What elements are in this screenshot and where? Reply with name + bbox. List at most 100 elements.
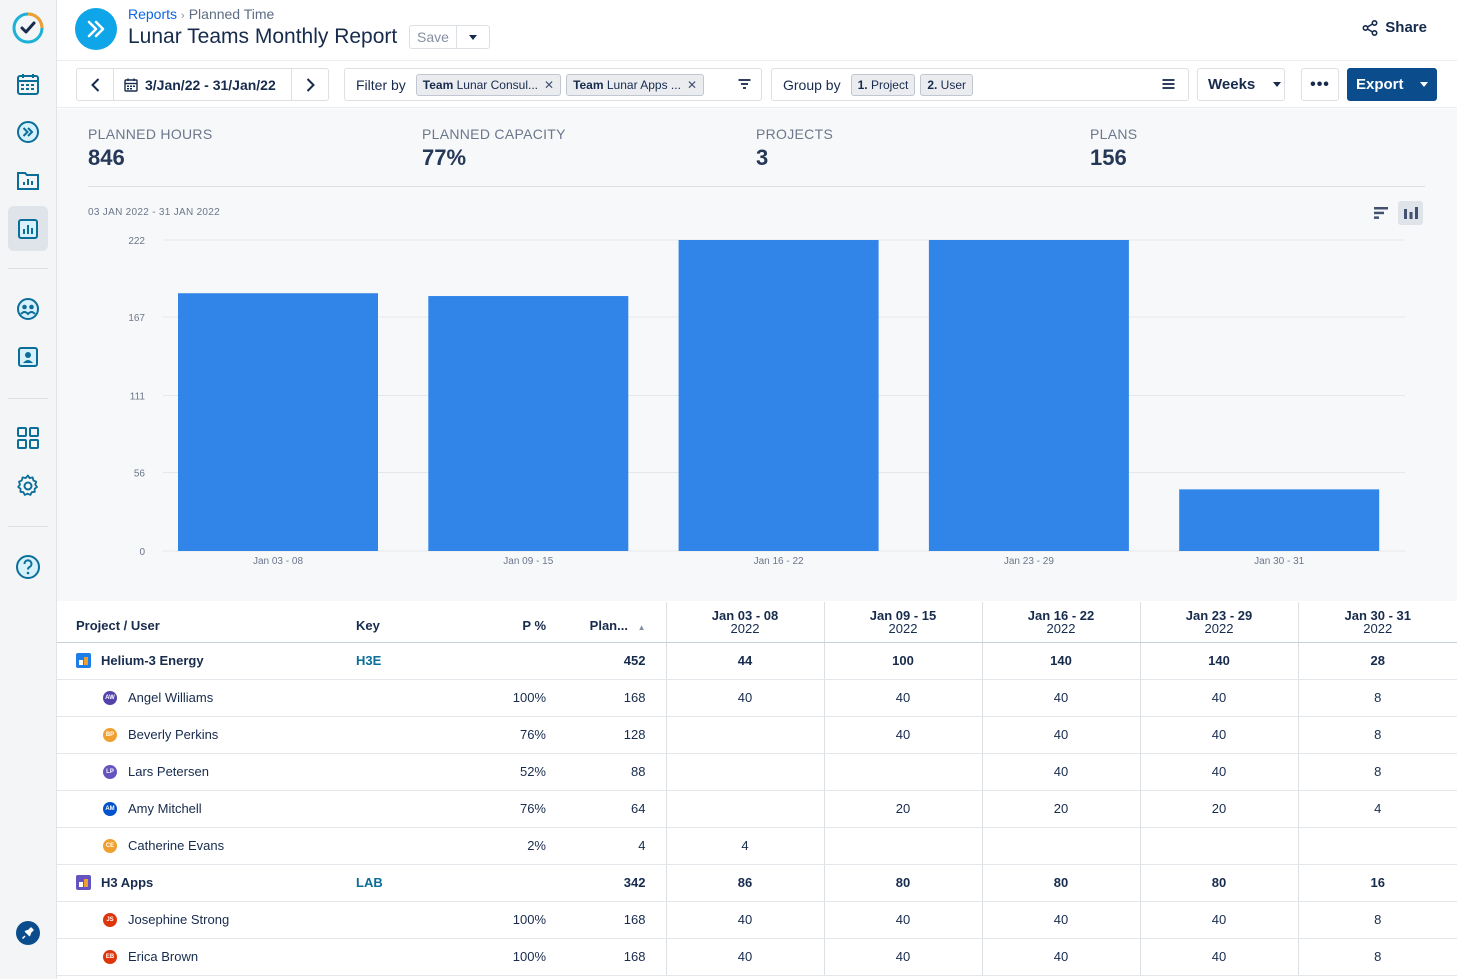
project-name[interactable]: H3 Apps <box>101 875 154 890</box>
project-folder-icon[interactable] <box>8 160 48 200</box>
previous-period-button[interactable] <box>77 69 114 100</box>
user-name[interactable]: Catherine Evans <box>128 838 225 853</box>
project-key[interactable]: H3E <box>356 653 382 668</box>
app-logo-icon[interactable] <box>8 8 48 48</box>
week-cell[interactable] <box>665 753 824 791</box>
interval-select[interactable]: Weeks <box>1197 68 1285 101</box>
sort-icon[interactable]: ▲ <box>637 622 646 632</box>
week-cell[interactable]: 4 <box>1297 790 1457 828</box>
week-cell[interactable]: 40 <box>1139 679 1298 717</box>
week-cell[interactable]: 40 <box>981 938 1140 976</box>
week-cell[interactable]: 20 <box>823 790 982 828</box>
week-cell[interactable]: 16 <box>1297 864 1457 902</box>
week-cell[interactable]: 100 <box>823 642 982 680</box>
week-cell[interactable]: 8 <box>1297 753 1457 791</box>
user-profile-icon[interactable] <box>8 337 48 377</box>
week-cell[interactable]: 44 <box>665 642 824 680</box>
week-cell[interactable]: 8 <box>1297 679 1457 717</box>
header-percent[interactable]: P % <box>476 602 546 643</box>
project-key[interactable]: LAB <box>356 875 383 890</box>
week-cell[interactable]: 80 <box>1139 864 1298 902</box>
reports-icon[interactable] <box>8 206 48 251</box>
user-row[interactable]: LP Lars Petersen 52% 88 40 40 8 <box>57 753 1457 791</box>
week-cell[interactable]: 40 <box>981 679 1140 717</box>
filter-funnel-icon[interactable] <box>738 76 751 94</box>
week-cell[interactable]: 20 <box>1139 790 1298 828</box>
week-cell[interactable] <box>823 827 982 865</box>
teams-icon[interactable] <box>8 289 48 329</box>
week-cell[interactable]: 40 <box>1139 753 1298 791</box>
remove-filter-icon[interactable]: ✕ <box>544 77 555 92</box>
week-cell[interactable]: 20 <box>981 790 1140 828</box>
week-cell[interactable]: 40 <box>823 938 982 976</box>
help-icon[interactable] <box>8 547 48 587</box>
week-cell[interactable]: 140 <box>1139 642 1298 680</box>
date-range-button[interactable]: 3/Jan/22 - 31/Jan/22 <box>114 77 291 93</box>
week-cell[interactable]: 40 <box>1139 901 1298 939</box>
remove-filter-icon[interactable]: ✕ <box>686 77 697 92</box>
week-cell[interactable]: 40 <box>665 679 824 717</box>
week-cell[interactable]: 40 <box>665 901 824 939</box>
week-cell[interactable]: 40 <box>823 679 982 717</box>
vertical-bars-toggle-icon[interactable] <box>1398 201 1423 225</box>
week-cell[interactable]: 86 <box>665 864 824 902</box>
week-cell[interactable]: 8 <box>1297 716 1457 754</box>
user-name[interactable]: Erica Brown <box>128 949 199 964</box>
bar-1[interactable] <box>178 293 378 551</box>
next-period-button[interactable] <box>291 69 328 100</box>
bar-3[interactable] <box>678 240 879 551</box>
week-cell[interactable] <box>665 716 824 754</box>
user-row[interactable]: CE Catherine Evans 2% 4 4 <box>57 827 1457 865</box>
bar-4[interactable] <box>928 240 1129 551</box>
week-cell[interactable] <box>1139 827 1298 865</box>
week-cell[interactable] <box>981 827 1140 865</box>
user-row[interactable]: BP Beverly Perkins 76% 128 40 40 40 8 <box>57 716 1457 754</box>
week-cell[interactable]: 80 <box>981 864 1140 902</box>
export-button[interactable]: Export <box>1347 68 1437 101</box>
week-cell[interactable] <box>823 753 982 791</box>
share-button[interactable]: Share <box>1362 19 1427 36</box>
week-cell[interactable]: 28 <box>1297 642 1457 680</box>
user-row[interactable]: JS Josephine Strong 100% 168 40 40 40 40 8 <box>57 901 1457 939</box>
week-cell[interactable]: 8 <box>1297 901 1457 939</box>
user-row[interactable]: AM Amy Mitchell 76% 64 20 20 20 4 <box>57 790 1457 828</box>
group-chip-user[interactable]: 2. User <box>920 73 974 96</box>
week-cell[interactable]: 8 <box>1297 938 1457 976</box>
save-dropdown-button[interactable] <box>457 26 489 48</box>
week-cell[interactable]: 40 <box>665 938 824 976</box>
forward-circle-icon[interactable] <box>8 112 48 152</box>
apps-grid-icon[interactable] <box>8 418 48 458</box>
week-cell[interactable] <box>1297 827 1457 865</box>
user-name[interactable]: Josephine Strong <box>128 912 230 927</box>
user-row[interactable]: EB Erica Brown 100% 168 40 40 40 40 8 <box>57 938 1457 976</box>
week-cell[interactable]: 40 <box>1139 938 1298 976</box>
week-cell[interactable]: 140 <box>981 642 1140 680</box>
week-cell[interactable]: 40 <box>981 716 1140 754</box>
save-button[interactable]: Save <box>410 26 457 48</box>
user-name[interactable]: Amy Mitchell <box>128 801 202 816</box>
more-options-button[interactable]: ••• <box>1301 68 1339 101</box>
user-name[interactable]: Beverly Perkins <box>128 727 219 742</box>
group-chip-project[interactable]: 1. Project <box>850 73 916 96</box>
filter-chip-team-apps[interactable]: Team Lunar Apps ... ✕ <box>566 73 704 96</box>
header-planned[interactable]: Plan... ▲ <box>546 602 666 643</box>
settings-gear-icon[interactable] <box>8 466 48 506</box>
week-cell[interactable]: 40 <box>981 901 1140 939</box>
calendar-icon[interactable] <box>8 64 48 104</box>
project-row[interactable]: Helium-3 Energy H3E 452 44 100 140 140 28 <box>57 642 1457 680</box>
filter-chip-team-consulting[interactable]: Team Lunar Consul... ✕ <box>415 73 562 96</box>
group-menu-icon[interactable] <box>1162 76 1175 94</box>
user-row[interactable]: AW Angel Williams 100% 168 40 40 40 40 8 <box>57 679 1457 717</box>
week-cell[interactable]: 40 <box>823 716 982 754</box>
breadcrumb-reports-link[interactable]: Reports <box>128 6 178 22</box>
user-name[interactable]: Angel Williams <box>128 690 214 705</box>
bar-5[interactable] <box>1179 489 1380 551</box>
week-cell[interactable]: 4 <box>665 827 824 865</box>
header-key[interactable]: Key <box>356 602 476 643</box>
week-cell[interactable]: 40 <box>823 901 982 939</box>
horizontal-bars-toggle-icon[interactable] <box>1368 201 1393 225</box>
week-cell[interactable]: 40 <box>981 753 1140 791</box>
project-name[interactable]: Helium-3 Energy <box>101 653 204 668</box>
project-row[interactable]: H3 Apps LAB 342 86 80 80 80 16 <box>57 864 1457 902</box>
user-name[interactable]: Lars Petersen <box>128 764 209 779</box>
